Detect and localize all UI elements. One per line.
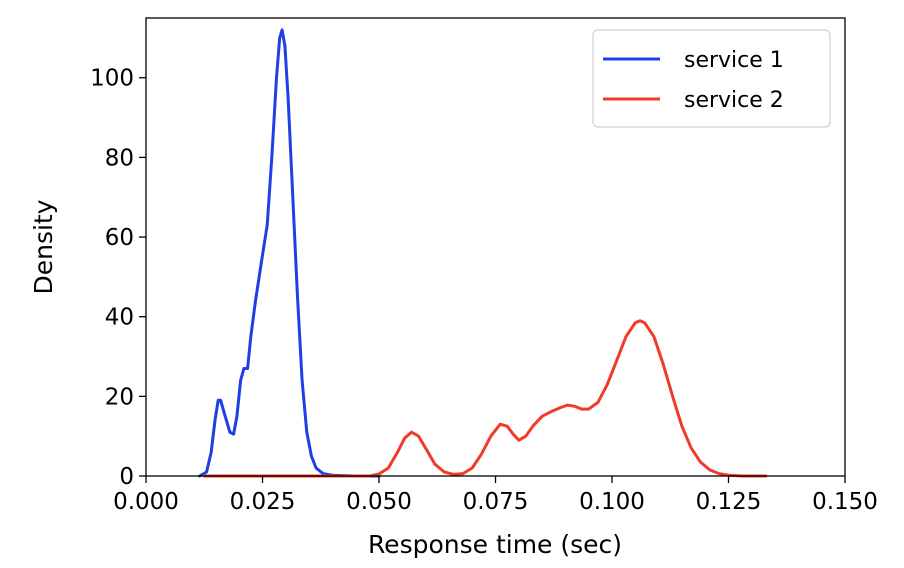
y-tick-label: 80 [105, 145, 134, 171]
y-axis: 0 20 40 60 80 100 [90, 66, 146, 490]
x-tick-label: 0.125 [696, 489, 762, 515]
x-tick-label: 0.150 [812, 489, 878, 515]
legend-label-2: service 2 [684, 88, 784, 113]
y-tick-label: 20 [105, 384, 134, 410]
x-tick-label: 0.000 [113, 489, 179, 515]
x-axis: 0.000 0.025 0.050 0.075 0.100 0.125 0.150 [113, 476, 878, 515]
x-tick-label: 0.025 [230, 489, 296, 515]
legend: service 1 service 2 [592, 29, 831, 128]
x-tick-label: 0.100 [579, 489, 645, 515]
x-tick-label: 0.050 [346, 489, 412, 515]
y-tick-label: 60 [105, 225, 134, 251]
series-line-1 [198, 28, 381, 478]
x-axis-title: Response time (sec) [368, 530, 622, 559]
y-axis-title: Density [29, 199, 58, 294]
series-line-2 [202, 319, 768, 478]
y-tick-label: 100 [90, 66, 134, 92]
series-layer [198, 28, 768, 478]
x-tick-label: 0.075 [463, 489, 529, 515]
y-tick-label: 40 [105, 305, 134, 331]
y-tick-label: 0 [119, 464, 134, 490]
legend-box [592, 29, 831, 128]
legend-label-1: service 1 [684, 48, 784, 73]
